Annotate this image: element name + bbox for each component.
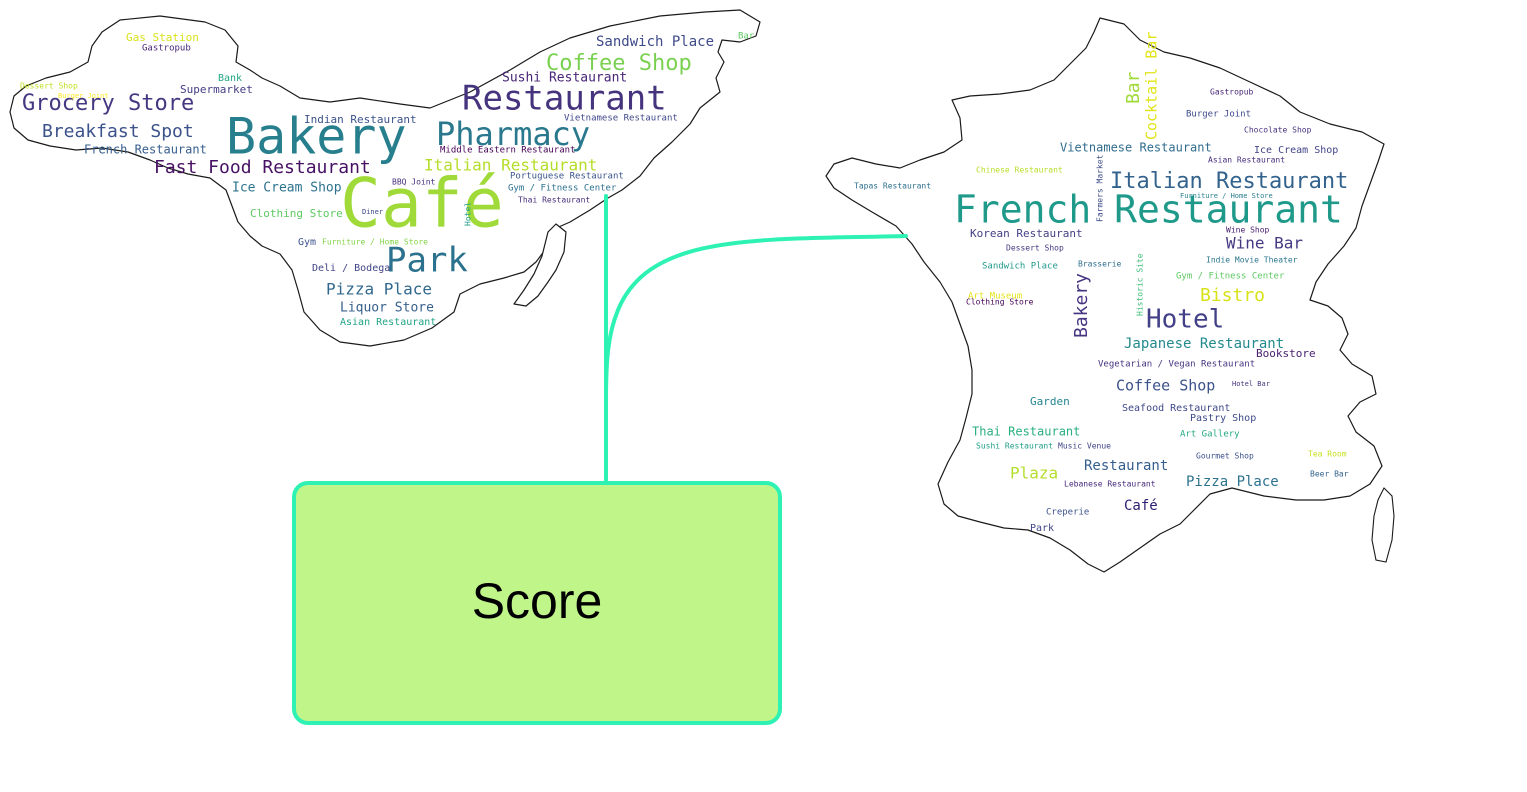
wordcloud-word: Beer Bar bbox=[1310, 470, 1349, 479]
wordcloud-word: Tapas Restaurant bbox=[854, 182, 931, 191]
wordcloud-word: Sandwich Place bbox=[982, 262, 1058, 272]
wordcloud-word: Liquor Store bbox=[340, 301, 434, 316]
wordcloud-word: Supermarket bbox=[180, 83, 253, 96]
wordcloud-word: Garden bbox=[1030, 395, 1070, 408]
wordcloud-word: French Restaurant bbox=[954, 188, 1343, 232]
wordcloud-word: Hotel Bar bbox=[1232, 380, 1270, 388]
wordcloud-word: Bar bbox=[738, 32, 755, 42]
wordcloud-word: Chocolate Shop bbox=[1244, 126, 1312, 135]
wordcloud-word: Portuguese Restaurant bbox=[510, 172, 624, 182]
wordcloud-word: Furniture / Home Store bbox=[1180, 192, 1273, 200]
wordcloud-word: Bookstore bbox=[1256, 347, 1316, 360]
wordcloud-word: Breakfast Spot bbox=[42, 121, 194, 142]
wordcloud-word: Middle Eastern Restaurant bbox=[440, 146, 575, 156]
wordcloud-word: Sushi Restaurant bbox=[976, 442, 1053, 451]
wordcloud-word: Deli / Bodega bbox=[312, 263, 390, 274]
wordcloud-word: Italian Restaurant bbox=[1110, 169, 1348, 194]
wordcloud-word: Coffee Shop bbox=[546, 51, 692, 76]
wordcloud-word: Sandwich Place bbox=[596, 34, 714, 50]
wordcloud-word: Restaurant bbox=[462, 79, 667, 119]
wordcloud-word: Sushi Restaurant bbox=[502, 71, 627, 86]
wordcloud-word: Cocktail Bar bbox=[1143, 32, 1161, 140]
wordcloud-word: BBQ Joint bbox=[392, 178, 436, 187]
wordcloud-word: Coffee Shop bbox=[1116, 377, 1215, 395]
wordcloud-word: Indie Movie Theater bbox=[1206, 256, 1298, 265]
wordcloud-word: Art Museum bbox=[968, 292, 1022, 302]
wordcloud-word: Italian Restaurant bbox=[424, 156, 597, 175]
wordcloud-word: Gym bbox=[298, 237, 316, 248]
wordcloud-word: Café bbox=[340, 165, 504, 244]
wordcloud-word: Pharmacy bbox=[436, 115, 590, 153]
wordcloud-word: Vegetarian / Vegan Restaurant bbox=[1098, 360, 1255, 370]
wordcloud-word: Bar bbox=[1123, 71, 1144, 104]
wordcloud-word: Chinese Restaurant bbox=[976, 166, 1063, 175]
corsica-outline bbox=[1371, 487, 1395, 563]
wordcloud-word: Indian Restaurant bbox=[304, 113, 417, 126]
wordcloud-word: Wine Shop bbox=[1226, 226, 1270, 235]
wordcloud-word: Burger Joint bbox=[58, 92, 109, 100]
wordcloud-word: Park bbox=[1030, 523, 1054, 534]
wordcloud-word: Tea Room bbox=[1308, 450, 1347, 459]
wordcloud-word: Bakery bbox=[226, 108, 407, 166]
wordcloud-word: Japanese Restaurant bbox=[1124, 336, 1284, 352]
wordcloud-word: Korean Restaurant bbox=[970, 227, 1083, 240]
wordcloud-word: Diner bbox=[362, 208, 383, 216]
wordcloud-word: Historic Site bbox=[1136, 253, 1145, 316]
wordcloud-word: Gym / Fitness Center bbox=[1176, 272, 1285, 282]
score-box: Score bbox=[292, 481, 782, 725]
wordcloud-word: Dessert Shop bbox=[1006, 244, 1064, 253]
wordcloud-word: Bakery bbox=[1071, 273, 1092, 338]
wordcloud-word: Art Gallery bbox=[1180, 430, 1240, 440]
wordcloud-word: French Restaurant bbox=[84, 143, 207, 157]
wordcloud-word: Fast Food Restaurant bbox=[154, 157, 371, 178]
wordcloud-word: Wine Bar bbox=[1226, 234, 1303, 253]
wordcloud-word: Bistro bbox=[1200, 285, 1265, 306]
wordcloud-word: Pastry Shop bbox=[1190, 413, 1256, 424]
wordcloud-word: Clothing Store bbox=[966, 298, 1034, 307]
wordcloud-word: Seafood Restaurant bbox=[1122, 403, 1230, 414]
wordcloud-word: Café bbox=[1124, 498, 1158, 514]
wordcloud-word: Thai Restaurant bbox=[518, 196, 590, 205]
wordcloud-word: Grocery Store bbox=[22, 91, 194, 116]
wordcloud-word: Hotel bbox=[464, 202, 473, 226]
wordcloud-word: Hotel bbox=[1146, 305, 1224, 335]
wordcloud-word: Vietnamese Restaurant bbox=[1060, 141, 1212, 155]
wordcloud-word: Asian Restaurant bbox=[340, 317, 436, 328]
wordcloud-word: Burger Joint bbox=[1186, 110, 1251, 120]
score-label: Score bbox=[471, 573, 603, 629]
wordcloud-word: Dessert Shop bbox=[20, 82, 78, 91]
wordcloud-word: Restaurant bbox=[1084, 458, 1168, 474]
wordcloud-word: Pizza Place bbox=[326, 280, 432, 299]
wordcloud-word: Gastropub bbox=[1210, 88, 1254, 97]
wordcloud-word: Thai Restaurant bbox=[972, 425, 1080, 439]
wordcloud-word: Furniture / Home Store bbox=[322, 238, 428, 247]
wordcloud-word: Lebanese Restaurant bbox=[1064, 480, 1156, 489]
wordcloud-word: Gym / Fitness Center bbox=[508, 184, 617, 194]
wordcloud-word: Music Venue bbox=[1058, 442, 1111, 451]
wordcloud-word: Ice Cream Shop bbox=[1254, 145, 1338, 156]
wordcloud-word: Gas Station bbox=[126, 31, 199, 44]
wordcloud-word: Brasserie bbox=[1078, 260, 1122, 269]
wordcloud-word: Farmers Market bbox=[1096, 154, 1105, 222]
left-region-peninsula-outline bbox=[513, 223, 567, 307]
wordcloud-word: Gastropub bbox=[142, 44, 191, 54]
wordcloud-word: Bank bbox=[218, 73, 242, 84]
wordcloud-word: Park bbox=[386, 241, 468, 281]
france-outline bbox=[825, 17, 1385, 573]
wordcloud-word: Plaza bbox=[1010, 464, 1058, 483]
connector-france-to-score bbox=[604, 234, 908, 402]
wordcloud-word: Ice Cream Shop bbox=[232, 181, 342, 196]
wordcloud-word: Pizza Place bbox=[1186, 474, 1279, 490]
wordcloud-word: Gourmet Shop bbox=[1196, 452, 1254, 461]
wordcloud-word: Asian Restaurant bbox=[1208, 156, 1285, 165]
wordcloud-word: Creperie bbox=[1046, 508, 1089, 518]
wordcloud-word: Clothing Store bbox=[250, 207, 343, 220]
wordcloud-word: Vietnamese Restaurant bbox=[564, 114, 678, 124]
